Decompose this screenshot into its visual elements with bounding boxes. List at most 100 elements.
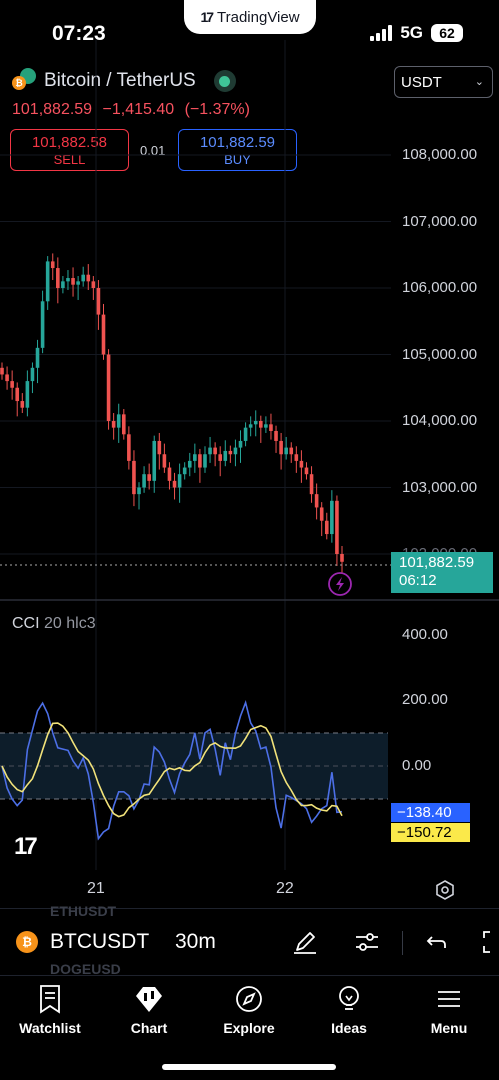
buy-button[interactable]: 101,882.59 BUY <box>178 129 297 171</box>
candle-body <box>269 424 273 431</box>
toolbar-separator <box>402 931 403 955</box>
candle-body <box>40 301 45 348</box>
alert-lightning-icon[interactable] <box>328 572 352 596</box>
price-axis-label: 103,000.00 <box>402 479 478 496</box>
price-change-pct: (−1.37%) <box>184 101 250 118</box>
candle-body <box>116 414 121 428</box>
candle-body <box>182 467 187 475</box>
candle-body <box>223 450 228 461</box>
currency-value: USDT <box>401 74 442 91</box>
candle-body <box>61 281 65 288</box>
nav-chart[interactable]: Chart <box>99 984 199 1036</box>
candle-body <box>56 268 60 288</box>
cci-legend[interactable]: CCI 20 hlc3 <box>12 615 96 633</box>
candle-body <box>304 467 309 475</box>
toolbar-symbol[interactable]: BTCUSDT <box>50 930 150 953</box>
candle-body <box>91 281 96 288</box>
candle-body <box>101 314 106 355</box>
candle-body <box>330 500 334 535</box>
tradingview-pill[interactable]: 17 TradingView <box>184 0 316 34</box>
current-price-tag: 101,882.59 06:12 <box>391 552 493 593</box>
candle-body <box>35 347 40 368</box>
market-open-icon[interactable] <box>213 70 236 92</box>
chart-toolbar: ETHUSDT DOGEUSD ₿ BTCUSDT 30m <box>0 903 499 977</box>
candle-body <box>309 474 314 495</box>
nav-label: Ideas <box>331 1020 367 1036</box>
price-axis-label: 107,000.00 <box>402 213 478 230</box>
cci-axis-label: 200.00 <box>402 691 448 708</box>
spread-value: 0.01 <box>140 143 166 158</box>
cci-params: 20 hlc3 <box>44 615 96 632</box>
compass-icon <box>236 986 262 1012</box>
candle-body <box>264 424 268 428</box>
chevron-down-icon: ⌄ <box>474 76 484 88</box>
ghost-symbol: ETHUSDT <box>50 903 117 919</box>
cci-value-tag: −138.40 <box>391 803 470 822</box>
nav-label: Explore <box>223 1020 275 1036</box>
cci-axis-label: 400.00 <box>402 626 448 643</box>
candle-body <box>96 288 101 315</box>
buy-price: 101,882.59 <box>199 134 276 151</box>
price-chart[interactable] <box>0 0 499 905</box>
nav-label: Watchlist <box>19 1020 81 1036</box>
candle-body <box>137 487 141 495</box>
nav-menu[interactable]: Menu <box>399 984 499 1036</box>
price-axis-label: 104,000.00 <box>402 412 478 429</box>
candle-body <box>81 274 85 282</box>
candle-body <box>238 440 243 448</box>
currency-select[interactable]: USDT ⌄ <box>394 66 493 98</box>
bar-countdown: 06:12 <box>399 572 437 589</box>
status-indicators: 5G 62 <box>370 23 463 43</box>
symbol-name[interactable]: Bitcoin / TetherUS <box>44 70 196 91</box>
toolbar-interval[interactable]: 30m <box>175 930 216 953</box>
chart-settings-icon[interactable] <box>434 879 456 901</box>
symbol-header[interactable]: ₿ Bitcoin / TetherUS <box>12 68 236 92</box>
candle-body <box>142 474 146 488</box>
candle-body <box>233 447 238 455</box>
candle-body <box>76 281 80 285</box>
candle-body <box>45 261 50 302</box>
candle-body <box>203 454 207 468</box>
cci-line <box>1 699 343 841</box>
candle-body <box>5 374 9 382</box>
nav-ideas[interactable]: Ideas <box>299 984 399 1036</box>
candle-body <box>66 278 70 282</box>
candle-body <box>314 494 319 508</box>
undo-icon[interactable] <box>422 927 452 957</box>
candle-body <box>299 460 304 468</box>
candle-body <box>228 450 233 455</box>
candle-body <box>198 454 202 468</box>
candle-body <box>10 381 14 388</box>
time-axis-label: 22 <box>276 880 294 897</box>
candle-body <box>0 367 4 375</box>
nav-watchlist[interactable]: Watchlist <box>0 984 100 1036</box>
watchlist-icon <box>40 985 60 1014</box>
candle-body <box>253 421 258 425</box>
sell-label: SELL <box>53 152 86 167</box>
candle-body <box>127 434 131 461</box>
tradingview-watermark-icon: 17 <box>14 833 38 860</box>
status-time: 07:23 <box>52 22 106 45</box>
candle-body <box>289 447 294 455</box>
candle-body <box>340 554 344 562</box>
candles <box>0 253 344 578</box>
candle-body <box>162 454 167 468</box>
cci-name: CCI <box>12 615 40 632</box>
indicators-sliders-icon[interactable] <box>352 927 382 957</box>
fullscreen-icon[interactable] <box>478 927 499 957</box>
nav-explore[interactable]: Explore <box>199 984 299 1036</box>
time-axis-label: 21 <box>87 880 105 897</box>
candle-body <box>319 507 324 521</box>
candle-body <box>213 447 217 455</box>
price-axis-label: 106,000.00 <box>402 279 478 296</box>
candle-body <box>177 474 182 488</box>
candle-body <box>50 261 55 269</box>
price-axis-label: 108,000.00 <box>402 146 478 163</box>
drawing-pen-icon[interactable] <box>290 927 320 957</box>
sell-button[interactable]: 101,882.58 SELL <box>10 129 129 171</box>
candle-body <box>193 454 197 461</box>
battery-icon: 62 <box>431 24 463 42</box>
candle-body <box>172 480 177 488</box>
nav-label: Menu <box>430 1020 468 1036</box>
candle-body <box>248 424 253 428</box>
